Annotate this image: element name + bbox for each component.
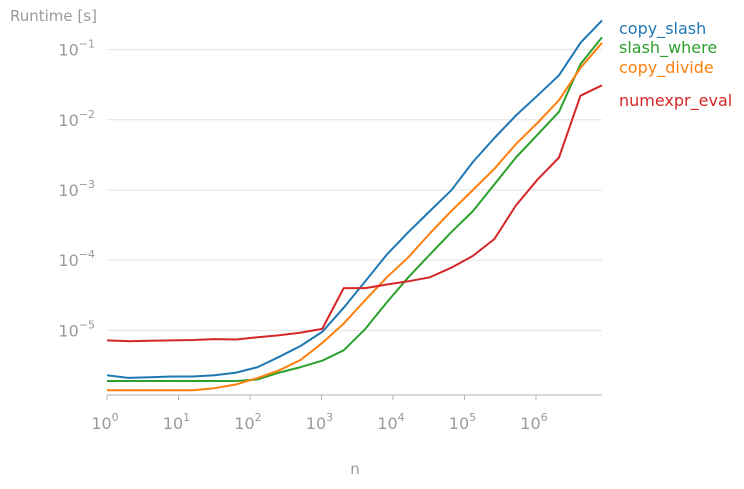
x-tick-label: 101 — [163, 411, 190, 433]
y-tick-label: 10−1 — [58, 38, 95, 60]
x-tick-label: 103 — [306, 411, 333, 433]
series-lines — [106, 19, 603, 392]
y-tick-label: 10−2 — [58, 108, 95, 130]
series-line-numexpr-eval — [106, 84, 603, 343]
y-axis-tick-labels: 10−5 10−4 10−3 10−2 10−1 — [58, 38, 95, 341]
x-axis-title: n — [350, 460, 360, 478]
legend-label-numexpr-eval: numexpr_eval — [619, 91, 732, 111]
y-tick-label: 10−3 — [58, 178, 95, 200]
legend-label-copy-divide: copy_divide — [619, 58, 714, 78]
x-tick-label: 105 — [449, 411, 476, 433]
legend-label-copy-slash: copy_slash — [619, 19, 706, 39]
x-tick-label: 102 — [234, 411, 261, 433]
x-axis — [106, 394, 602, 400]
x-tick-label: 104 — [377, 411, 404, 433]
series-line-slash-where — [107, 36, 603, 382]
legend-label-slash-where: slash_where — [619, 38, 717, 58]
y-axis-title: Runtime [s] — [10, 7, 97, 25]
x-tick-label: 100 — [91, 411, 118, 433]
y-tick-label: 10−5 — [58, 318, 95, 340]
y-tick-label: 10−4 — [58, 248, 95, 270]
series-line-copy-slash — [106, 19, 603, 379]
series-line-copy-divide — [107, 42, 603, 392]
y-gridlines — [107, 49, 602, 331]
x-tick-label: 106 — [520, 411, 547, 433]
x-axis-tick-labels: 100 101 102 103 104 105 106 — [91, 411, 547, 433]
